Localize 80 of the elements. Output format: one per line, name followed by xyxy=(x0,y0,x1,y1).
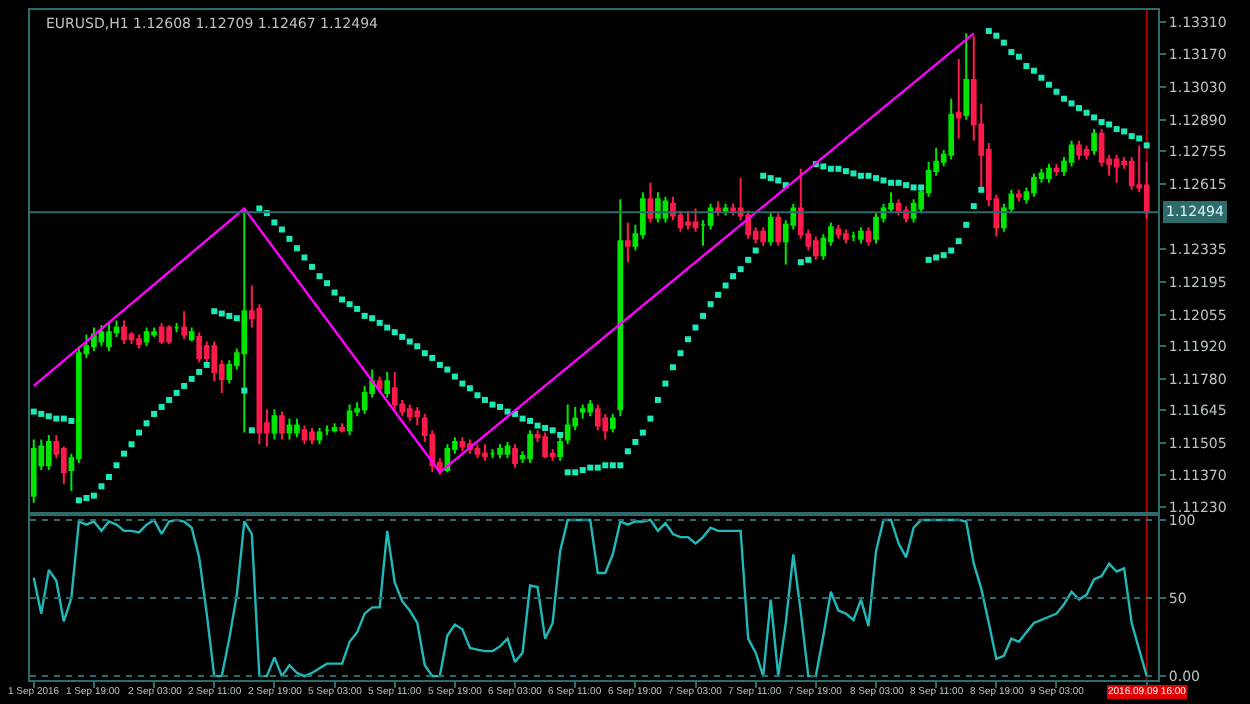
candlestick xyxy=(865,226,872,247)
candlestick xyxy=(474,443,481,460)
candlestick xyxy=(602,412,609,441)
candlestick xyxy=(136,333,142,350)
candlestick xyxy=(384,370,391,399)
candlestick xyxy=(1113,153,1120,184)
candlestick xyxy=(1046,163,1052,184)
candlestick xyxy=(143,326,150,348)
candlestick xyxy=(482,443,488,462)
candlestick xyxy=(98,324,105,348)
candlestick xyxy=(873,212,879,245)
candlestick xyxy=(564,403,571,446)
candlestick xyxy=(948,97,955,161)
candlestick xyxy=(527,429,533,464)
candlestick xyxy=(1031,172,1037,198)
candlestick xyxy=(188,326,195,343)
candlestick xyxy=(331,422,338,434)
candlestick xyxy=(151,326,157,338)
candlestick xyxy=(1098,128,1105,168)
candlestick xyxy=(685,209,691,231)
candlestick xyxy=(346,403,353,436)
candlestick xyxy=(121,319,127,345)
candlestick xyxy=(286,417,293,441)
candlestick xyxy=(955,58,962,140)
candlestick xyxy=(594,403,601,432)
candlestick xyxy=(324,424,330,436)
candlestick xyxy=(91,326,97,352)
candlestick xyxy=(1053,163,1060,177)
candlestick xyxy=(767,212,774,247)
candlestick xyxy=(843,228,849,245)
candlestick xyxy=(813,235,819,261)
candlestick xyxy=(406,403,413,422)
candlestick xyxy=(391,370,398,411)
candlestick xyxy=(587,398,594,418)
candlestick xyxy=(1091,128,1097,156)
candlestick xyxy=(158,321,165,345)
candlestick xyxy=(760,226,767,247)
candlestick xyxy=(301,424,308,446)
line-series xyxy=(32,32,975,474)
candlestick xyxy=(888,191,894,215)
candlestick xyxy=(1083,144,1090,161)
candlestick xyxy=(271,408,278,441)
candlestick xyxy=(835,223,842,240)
candlestick xyxy=(181,310,187,341)
candlestick xyxy=(850,230,857,243)
candlestick xyxy=(609,412,616,434)
candlestick xyxy=(294,417,300,439)
candlestick xyxy=(715,200,721,217)
candlestick xyxy=(1068,139,1075,168)
candlestick xyxy=(414,405,421,427)
candlestick xyxy=(309,426,315,446)
candlestick xyxy=(512,443,518,469)
candlestick xyxy=(459,436,466,453)
candlestick xyxy=(241,207,248,434)
candlestick xyxy=(647,181,654,224)
candlestick xyxy=(376,375,383,394)
candlestick xyxy=(166,324,172,345)
candlestick xyxy=(497,443,503,460)
candlestick xyxy=(858,226,864,245)
candlestick xyxy=(279,410,285,441)
candlestick xyxy=(196,331,203,364)
candlestick xyxy=(489,447,496,460)
candlestick xyxy=(504,440,511,460)
candlestick xyxy=(316,426,323,446)
candlestick xyxy=(1076,139,1082,161)
candlestick xyxy=(692,207,699,233)
candlestick xyxy=(579,403,586,420)
candlestick xyxy=(775,212,782,247)
candlestick xyxy=(542,431,548,460)
candlestick xyxy=(45,433,52,471)
candlestick xyxy=(963,32,970,121)
line-series xyxy=(32,518,1148,678)
candlestick xyxy=(106,321,112,352)
candlestick xyxy=(625,221,631,264)
candlestick xyxy=(30,438,37,504)
candlestick xyxy=(617,198,624,418)
candlestick xyxy=(655,191,661,224)
candlestick xyxy=(339,422,345,434)
candlestick xyxy=(1016,188,1022,203)
candlestick xyxy=(173,321,180,334)
